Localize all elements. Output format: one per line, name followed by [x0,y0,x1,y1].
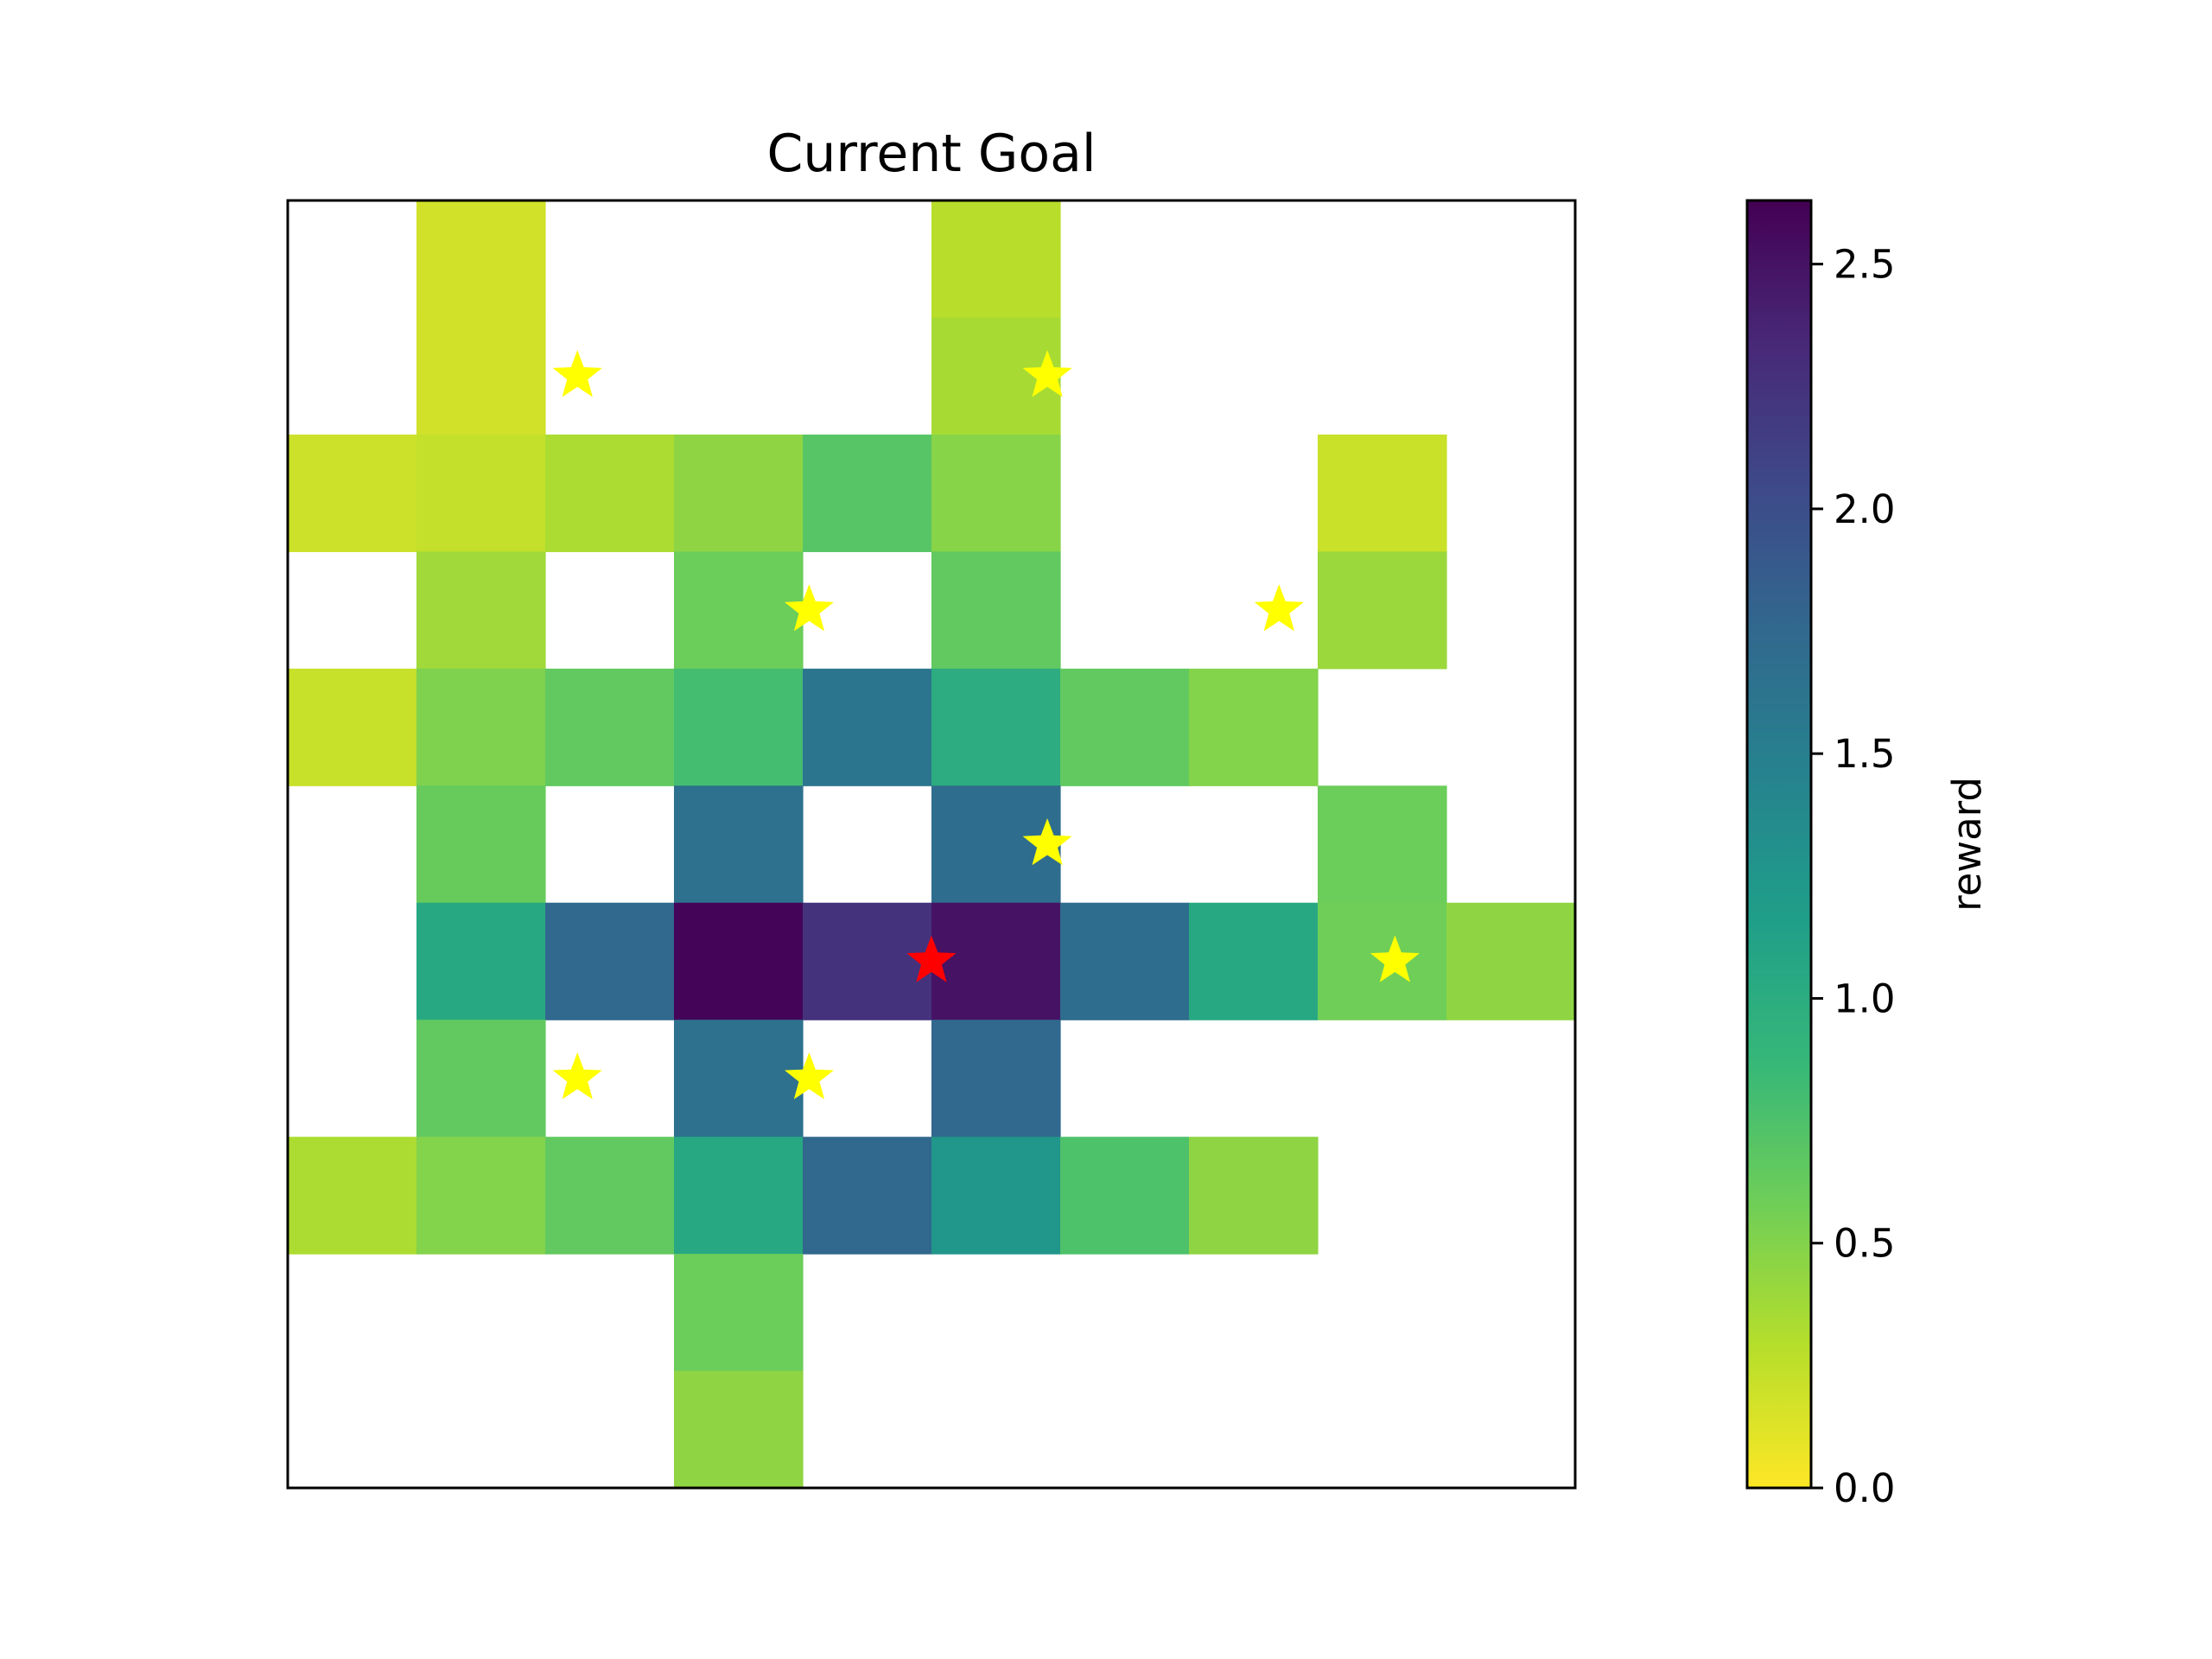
heatmap-cell [931,200,1061,319]
star-marker [784,1052,834,1100]
heatmap-cell [931,1020,1061,1138]
heatmap-cell [545,902,675,1020]
colorbar-tick-label: 2.5 [1834,242,1896,288]
heatmap-cell [288,668,417,786]
colorbar-label: reward [1944,777,1990,912]
heatmap-cell [1189,902,1319,1020]
heatmap-cell [674,1370,804,1489]
star-marker [1022,350,1072,397]
star-marker [906,935,957,982]
marker-layer [552,350,1420,1100]
heatmap-cell [674,902,804,1020]
heatmap-cell [1060,1136,1190,1255]
heatmap-cell [416,200,546,319]
heatmap-cell [931,551,1061,670]
heatmap-cell [288,1136,417,1255]
heatmap-cell [1318,785,1447,904]
heatmap-cell [674,668,804,786]
heatmap-cell [545,1136,675,1255]
heatmap-cell [931,434,1061,552]
heatmap-cell [416,668,546,786]
heatmap-cell [416,317,546,435]
heatmap-cell [931,668,1061,786]
heatmap-cell [1446,902,1576,1020]
heatmap-cell [674,1020,804,1138]
heatmap-cell [1060,668,1190,786]
star-marker [784,584,834,632]
star-marker [552,1052,602,1100]
heatmap-cell [803,434,932,552]
star-marker [1022,818,1072,866]
colorbar-ticks: 0.0 0.5 1.0 1.5 2.0 2.5 [1811,242,1896,1511]
heatmap-cell [416,551,546,670]
heatmap-cell [416,1136,546,1255]
heatmap-cell [803,668,932,786]
colorbar-tick-label: 1.0 [1834,976,1896,1021]
chart-title: Current Goal [766,124,1096,184]
heatmap-cell [674,785,804,904]
heatmap-cell [1060,902,1190,1020]
heatmap-cell [931,1136,1061,1255]
heatmap-cell [803,902,932,1020]
heatmap-cell [674,1136,804,1255]
colorbar [1745,199,1813,1490]
heatmap-grid [288,200,1576,1489]
heatmap-cell [545,434,675,552]
heatmap-cell [416,1020,546,1138]
heatmap-cell [416,902,546,1020]
plot-frame [286,199,1577,1490]
heatmap-cell [1189,1136,1319,1255]
heatmap-cell [931,902,1061,1020]
heatmap-cell [674,551,804,670]
heatmap-cell [674,1254,804,1372]
colorbar-tick-label: 0.5 [1834,1221,1896,1267]
heatmap-cell [1318,434,1447,552]
heatmap-cell [545,668,675,786]
heatmap-cell [1189,668,1319,786]
heatmap-cell [1318,551,1447,670]
star-marker [552,350,602,397]
heatmap-cell [674,434,804,552]
heatmap-cell [416,785,546,904]
heatmap-cell [288,434,417,552]
colorbar-tick-label: 0.0 [1834,1465,1896,1511]
colorbar-tick-label: 1.5 [1834,731,1896,777]
star-marker [1370,935,1420,982]
star-marker [1254,584,1304,632]
colorbar-tick-label: 2.0 [1834,486,1896,532]
heatmap-cell [803,1136,932,1255]
heatmap-cell [416,434,546,552]
